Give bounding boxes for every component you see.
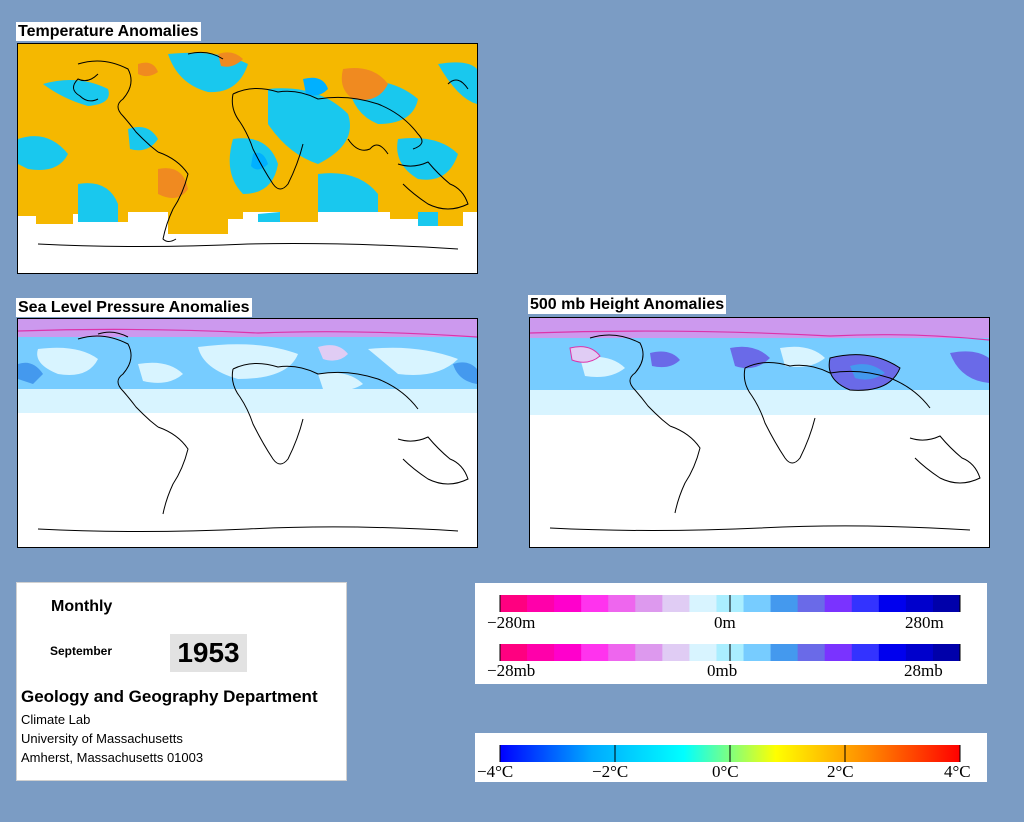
height-zero-label: 0m xyxy=(714,613,736,632)
period-label: Monthly xyxy=(51,598,113,615)
height-pressure-colorbars xyxy=(499,595,961,661)
500mb-height-anomaly-map xyxy=(529,317,990,548)
temperature-anomaly-map xyxy=(17,43,478,274)
month-label: September xyxy=(50,644,113,658)
pressure-colorbar-segment xyxy=(797,644,826,661)
height-colorbar-segment xyxy=(932,595,961,612)
pressure-colorbar-segment xyxy=(500,644,528,661)
height-colorbar-segment xyxy=(905,595,934,612)
temperature-legend: −4°C −2°C 0°C 2°C 4°C xyxy=(475,733,987,782)
pressure-colorbar-segment xyxy=(689,644,717,661)
pressure-colorbar-segment xyxy=(743,644,772,661)
height-colorbar-segment xyxy=(662,595,690,612)
pressure-min-label: −28mb xyxy=(487,661,536,680)
height-colorbar-segment xyxy=(554,595,582,612)
pressure-colorbar-segment xyxy=(770,644,799,661)
pressure-colorbar-segment xyxy=(554,644,582,661)
height-colorbar-segment xyxy=(689,595,717,612)
pressure-colorbar-segment xyxy=(851,644,880,661)
height-colorbar-segment xyxy=(500,595,528,612)
pressure-colorbar-segment xyxy=(527,644,555,661)
pressure-colorbar-segment xyxy=(932,644,961,661)
height-colorbar-segment xyxy=(770,595,799,612)
height-colorbar-segment xyxy=(581,595,609,612)
pressure-map-canvas xyxy=(18,319,477,532)
height-map-title: 500 mb Height Anomalies xyxy=(528,295,727,314)
height-min-label: −280m xyxy=(487,613,536,632)
pressure-colorbar-segment xyxy=(608,644,636,661)
pressure-colorbar-segment xyxy=(581,644,609,661)
pressure-colorbar-segment xyxy=(824,644,853,661)
pressure-colorbar-segment xyxy=(878,644,907,661)
pressure-colorbar-segment xyxy=(905,644,934,661)
temperature-map-title: Temperature Anomalies xyxy=(16,22,201,41)
temp-label-zero: 0°C xyxy=(712,762,739,781)
department-name: Geology and Geography Department xyxy=(21,687,318,706)
university-name: University of Massachusetts xyxy=(21,731,183,746)
pressure-zero-label: 0mb xyxy=(707,661,738,680)
temp-label-minus2: −2°C xyxy=(592,762,629,781)
lab-name: Climate Lab xyxy=(21,712,91,727)
pressure-map-title: Sea Level Pressure Anomalies xyxy=(16,298,252,317)
temp-label-plus4: 4°C xyxy=(944,762,971,781)
info-panel: Monthly September 1953 Geology and Geogr… xyxy=(16,582,347,781)
temp-label-plus2: 2°C xyxy=(827,762,854,781)
pressure-colorbar-segment xyxy=(662,644,690,661)
height-colorbar-segment xyxy=(797,595,826,612)
height-max-label: 280m xyxy=(905,613,944,632)
height-colorbar-segment xyxy=(635,595,663,612)
pressure-max-label: 28mb xyxy=(904,661,943,680)
temp-label-minus4: −4°C xyxy=(477,762,514,781)
height-colorbar-segment xyxy=(527,595,555,612)
temperature-map-canvas xyxy=(18,44,477,250)
height-colorbar-segment xyxy=(878,595,907,612)
height-map-canvas xyxy=(530,318,989,531)
height-colorbar-segment xyxy=(824,595,853,612)
sea-level-pressure-anomaly-map xyxy=(17,318,478,548)
height-colorbar-segment xyxy=(851,595,880,612)
height-colorbar-segment xyxy=(743,595,772,612)
address-line: Amherst, Massachusetts 01003 xyxy=(21,750,204,765)
height-pressure-legend: −280m 0m 280m −28mb 0mb 28mb xyxy=(475,583,987,684)
year-display: 1953 xyxy=(170,634,247,672)
temperature-colorbar xyxy=(499,745,961,762)
pressure-colorbar-segment xyxy=(635,644,663,661)
height-colorbar-segment xyxy=(608,595,636,612)
